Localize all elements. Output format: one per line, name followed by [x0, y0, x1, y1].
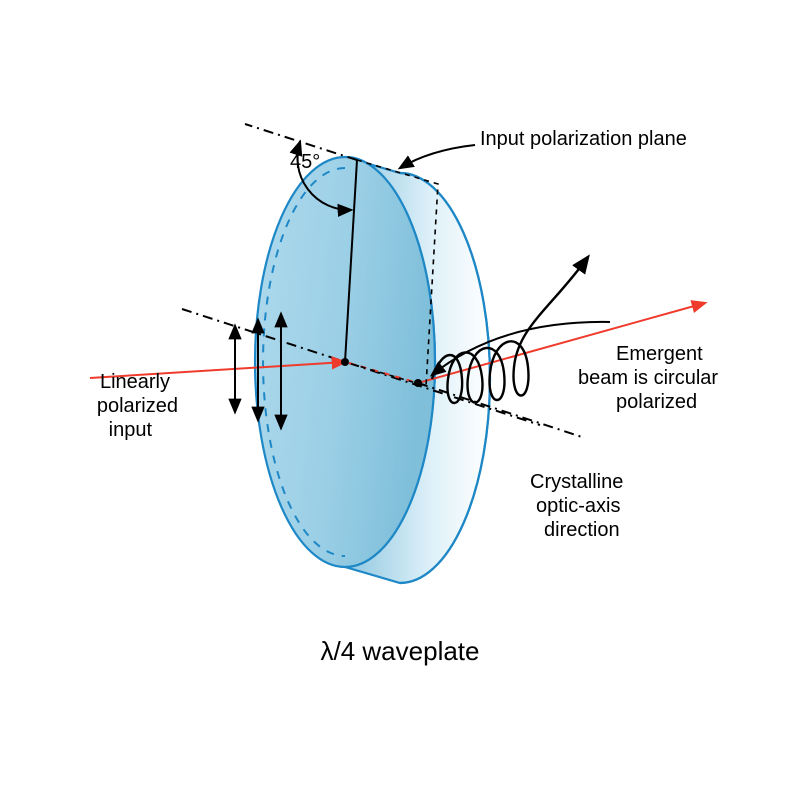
label-out-1: Emergent — [616, 343, 703, 365]
label-input-3: input — [109, 419, 153, 441]
back-center-dot — [414, 379, 422, 387]
label-input-2: polarized — [97, 395, 178, 417]
label-axis-3: direction — [544, 519, 620, 541]
label-axis-1: Crystalline — [530, 471, 623, 493]
label-input-1: Linearly — [100, 371, 170, 393]
title: λ/4 waveplate — [321, 636, 480, 666]
waveplate-diagram: 45° Input polarization plane Linearly po… — [0, 0, 800, 800]
label-out-3: polarized — [616, 391, 697, 413]
label-polplane: Input polarization plane — [480, 128, 687, 150]
label-angle: 45° — [290, 151, 320, 173]
label-out-2: beam is circular — [578, 367, 718, 389]
label-axis-2: optic-axis — [536, 495, 620, 517]
